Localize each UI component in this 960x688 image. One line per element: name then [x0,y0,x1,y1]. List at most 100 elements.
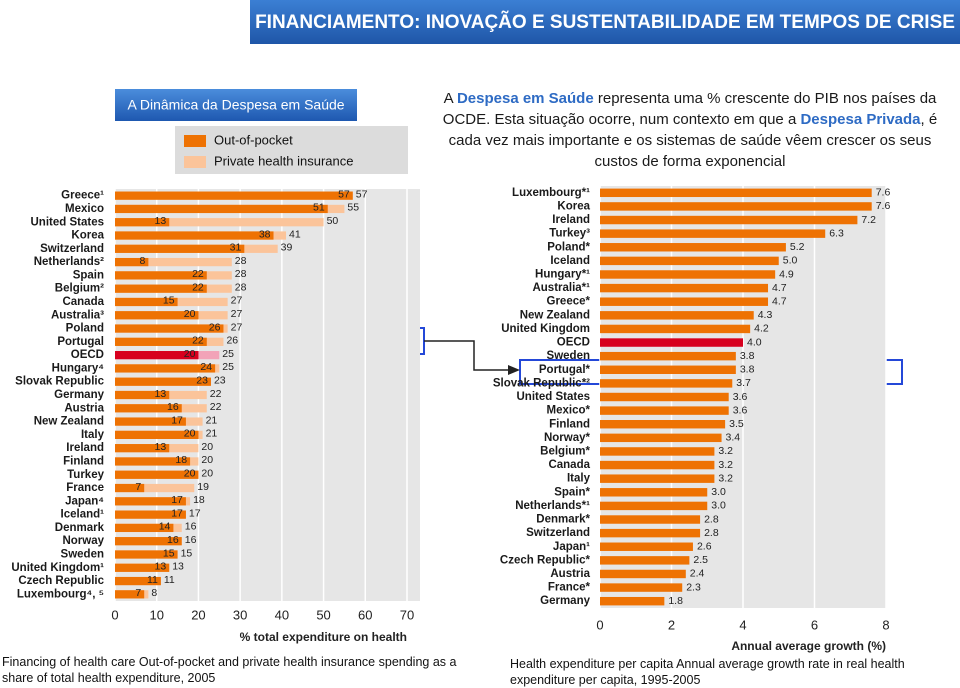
value-label: 31 [230,242,242,254]
x-tick-label: 10 [149,607,163,622]
category-label: Netherlands² [34,256,104,268]
value-label: 13 [155,561,167,573]
value-label: 15 [181,547,193,559]
value-label: 25 [222,348,234,360]
value-label: 39 [281,242,293,254]
category-label: Belgium² [55,283,104,295]
value-label: 11 [164,574,175,586]
category-label: OECD [71,349,104,361]
header-title: FINANCIAMENTO: INOVAÇÃO E SUSTENTABILIDA… [255,11,955,33]
category-label: Portugal [57,336,104,348]
bar-out-of-pocket [115,457,191,466]
bar [600,256,779,266]
category-label: Turkey³ [549,228,590,240]
bar [600,556,690,565]
x-tick-label: 70 [400,607,414,622]
bar [600,202,872,211]
category-label: Canada [62,296,104,308]
x-tick-label: 0 [111,607,118,622]
value-label: 7.6 [876,200,891,212]
bar-out-of-pocket [115,523,174,533]
value-label: 50 [327,215,339,227]
category-label: Denmark* [536,514,590,526]
value-label: 3.4 [726,432,741,444]
category-label: France* [548,582,591,594]
bar-out-of-pocket [115,257,149,267]
bar-total [115,257,232,267]
value-label: 27 [231,295,243,307]
x-tick-label: 0 [596,617,603,632]
value-label: 51 [313,202,325,214]
category-label: Australia³ [51,309,104,321]
value-label: 21 [206,428,218,440]
value-label: 13 [155,388,167,400]
category-label: Switzerland [526,527,590,539]
legend-box [175,126,408,174]
x-tick-label: 20 [191,607,205,622]
bar [600,569,686,579]
category-label: Hungary*¹ [535,269,590,281]
value-label: 22 [192,335,204,347]
category-label: United Kingdom [501,323,590,335]
category-label: Ireland [552,214,590,226]
value-label: 7 [135,587,141,599]
value-label: 13 [155,215,167,227]
value-label: 11 [147,574,158,586]
arrow-head [508,365,520,375]
value-label: 16 [185,521,197,533]
bar-out-of-pocket [115,244,245,253]
value-label: 3.0 [711,486,726,498]
caption: Financing of health care Out-of-pocket a… [2,655,457,685]
value-label: 17 [189,507,201,519]
category-label: Slovak Republic [15,376,104,388]
category-label: OECD [557,337,590,349]
bar [600,515,701,524]
bar [600,433,722,443]
value-label: 23 [196,374,208,386]
value-label: 57 [356,188,368,200]
bar [600,311,754,320]
value-label: 4.0 [747,336,762,348]
value-label: 19 [197,481,209,493]
value-label: 20 [201,441,213,453]
value-label: 20 [201,468,213,480]
value-label: 2.4 [690,568,705,580]
value-label: 28 [235,281,247,293]
value-label: 27 [231,321,243,333]
value-label: 7 [135,481,141,493]
value-label: 25 [222,361,234,373]
category-label: Japan¹ [553,541,590,553]
x-tick-label: 50 [316,607,330,622]
value-label: 18 [175,454,187,466]
bar [600,447,715,456]
value-label: 14 [159,521,171,533]
value-label: 28 [235,268,247,280]
bar [600,283,769,293]
category-label: New Zealand [520,309,590,321]
bar-out-of-pocket [115,364,216,373]
value-label: 23 [214,374,226,386]
value-label: 24 [200,361,212,373]
value-label: 2.8 [704,513,719,525]
highlight-text: Despesa em Saúde [456,90,594,107]
bar-out-of-pocket [115,231,274,240]
value-label: 20 [184,428,196,440]
category-label: Portugal* [539,364,591,376]
value-label: 26 [226,335,238,347]
category-label: Australia*¹ [532,282,590,294]
category-label: Korea [557,200,590,212]
bar-out-of-pocket [115,377,211,386]
bar [600,215,858,225]
category-label: Germany [540,595,590,607]
bar [600,528,701,538]
value-label: 57 [338,188,350,200]
x-tick-label: 40 [275,607,289,622]
bar [600,379,733,388]
value-label: 38 [259,228,271,240]
value-label: 3.8 [740,364,755,376]
value-label: 7.2 [861,214,876,226]
bar [600,420,726,429]
value-label: 18 [193,494,205,506]
value-label: 21 [206,414,218,426]
